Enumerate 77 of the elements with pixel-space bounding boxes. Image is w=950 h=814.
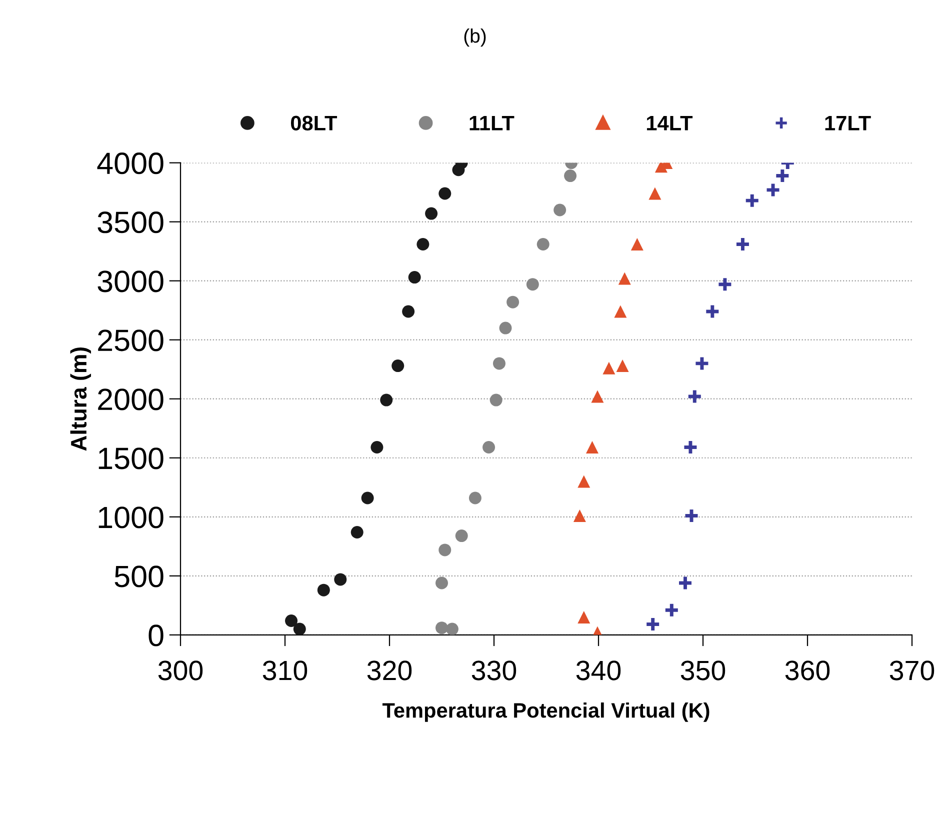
point [554,204,566,216]
y-tick-label: 3500 [98,212,164,234]
x-tick-label: 300 [158,660,203,680]
x-tick-label: 350 [680,660,726,680]
point [482,441,496,454]
y-tick-label: 0 [148,624,164,646]
point [573,509,586,522]
y-tick-label: 2000 [98,388,164,410]
y-axis-title: Altura (m) [70,347,92,451]
y-tick-label: 1500 [98,448,164,470]
point [682,439,698,456]
legend-label: 14LT [646,116,693,130]
x-axis-title: Temperatura Potencial Virtual (K) [382,702,710,722]
y-tick-label: 2500 [98,330,164,352]
point [468,492,482,504]
point [734,236,751,252]
point [630,238,644,250]
x-tick-label: 310 [262,660,308,680]
point [350,526,364,538]
point [564,170,577,182]
point [317,584,330,596]
point [644,616,661,632]
point [716,276,733,292]
point [648,187,662,200]
point [408,271,421,284]
point [492,357,506,370]
point [526,278,539,291]
point [506,296,520,308]
legend-label: 17LT [825,116,871,130]
point [285,614,298,628]
chart-title: (b) [464,28,486,47]
point [686,388,703,404]
x-tick-label: 330 [472,660,516,680]
point [664,602,680,618]
point [677,575,694,591]
legend-label: 08LT [290,116,338,130]
point [361,492,374,504]
point [293,622,306,635]
y-tick-label: 4000 [97,152,164,174]
point [602,362,616,374]
point [578,475,590,488]
legend-label: 11LT [470,116,514,130]
point [446,622,458,635]
point [416,238,430,250]
point [704,304,720,320]
point [438,187,452,200]
y-tick-label: 1000 [98,506,164,528]
point [684,508,700,524]
point [616,360,629,372]
y-tick-label: 3000 [98,270,164,292]
point [380,394,393,406]
point [578,610,590,624]
x-tick-label: 370 [890,660,934,680]
point [392,360,404,372]
x-tick-label: 360 [785,660,830,680]
point [490,394,502,406]
point [694,355,710,372]
x-tick-label: 340 [576,660,621,680]
point [370,441,384,454]
x-tick-label: 320 [367,660,412,680]
point [586,441,598,454]
point [765,182,781,198]
point [591,390,604,403]
point [436,622,448,634]
point [402,305,415,318]
point [438,544,452,556]
y-tick-label: 500 [114,566,164,588]
point [536,238,550,250]
point [455,530,468,542]
point [436,576,448,590]
point [618,272,631,285]
point [499,322,512,334]
point [744,192,760,209]
point [774,168,790,184]
point [425,207,438,220]
point [334,573,347,586]
point [614,305,627,318]
